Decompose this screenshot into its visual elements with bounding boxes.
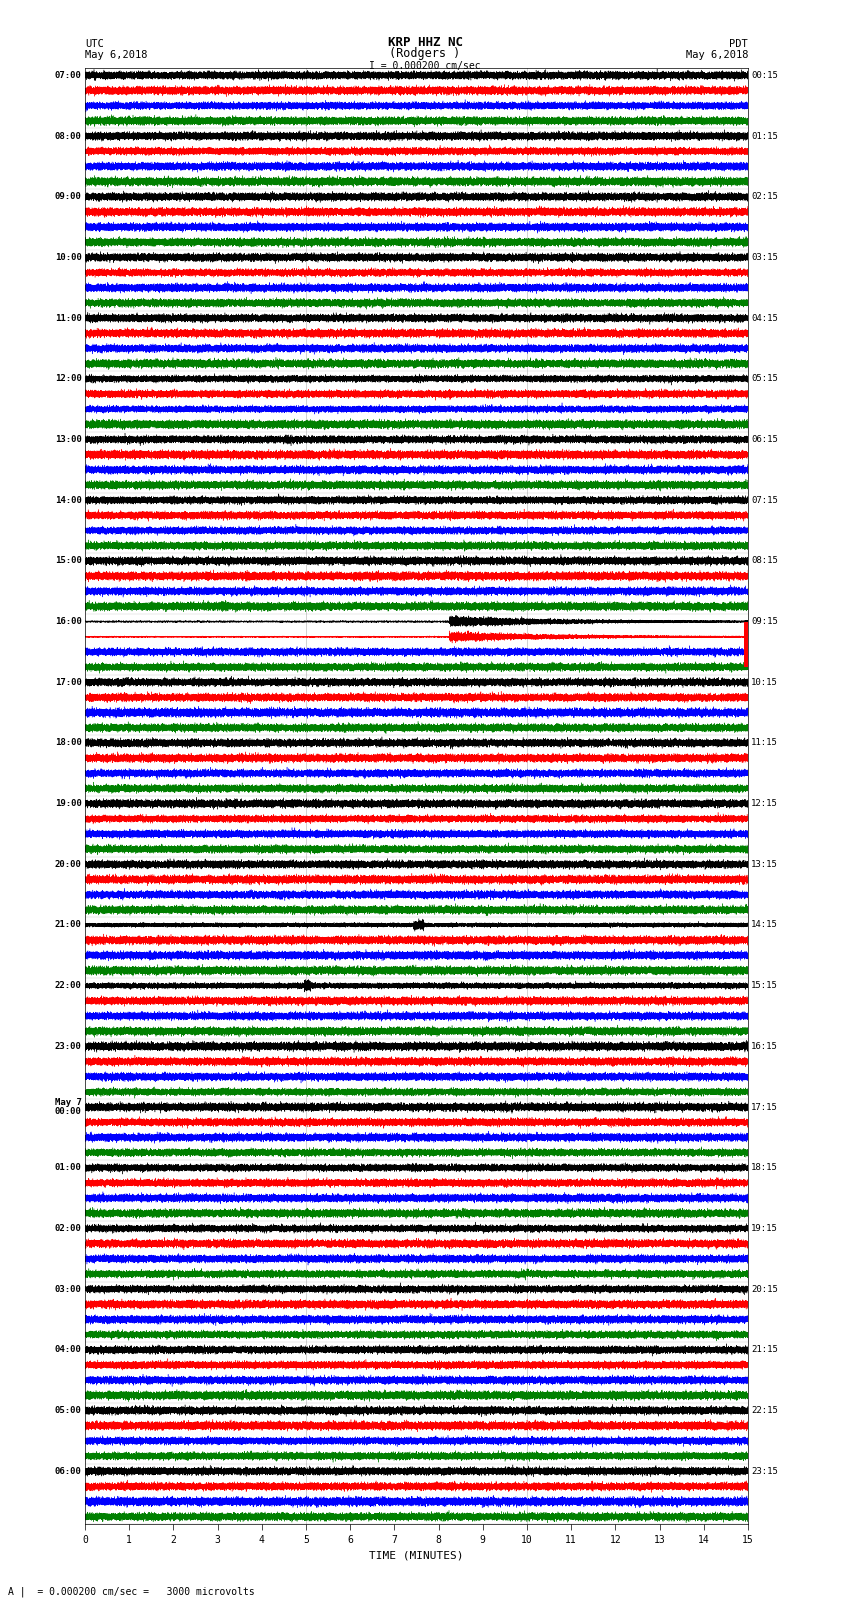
Text: 11:00: 11:00 [54, 313, 82, 323]
Bar [745, 621, 748, 668]
Text: 09:00: 09:00 [54, 192, 82, 202]
Text: 14:15: 14:15 [751, 921, 779, 929]
Text: 03:15: 03:15 [751, 253, 779, 261]
Text: UTC: UTC [85, 39, 104, 50]
Text: 23:15: 23:15 [751, 1466, 779, 1476]
Text: 17:00: 17:00 [54, 677, 82, 687]
Text: 05:15: 05:15 [751, 374, 779, 384]
Text: 04:15: 04:15 [751, 313, 779, 323]
Text: May 6,2018: May 6,2018 [685, 50, 748, 60]
Text: A |  = 0.000200 cm/sec =   3000 microvolts: A | = 0.000200 cm/sec = 3000 microvolts [8, 1586, 255, 1597]
Text: 16:15: 16:15 [751, 1042, 779, 1050]
Text: PDT: PDT [729, 39, 748, 50]
Text: KRP HHZ NC: KRP HHZ NC [388, 35, 462, 50]
Text: 07:15: 07:15 [751, 495, 779, 505]
Text: 22:15: 22:15 [751, 1407, 779, 1415]
Text: 21:15: 21:15 [751, 1345, 779, 1355]
Text: 00:00: 00:00 [54, 1107, 82, 1116]
Text: 04:00: 04:00 [54, 1345, 82, 1355]
Text: 20:15: 20:15 [751, 1284, 779, 1294]
Text: 19:15: 19:15 [751, 1224, 779, 1232]
Text: 05:00: 05:00 [54, 1407, 82, 1415]
Text: 01:00: 01:00 [54, 1163, 82, 1173]
Text: 11:15: 11:15 [751, 739, 779, 747]
Text: 16:00: 16:00 [54, 618, 82, 626]
Text: 08:15: 08:15 [751, 556, 779, 565]
Text: 21:00: 21:00 [54, 921, 82, 929]
Text: 14:00: 14:00 [54, 495, 82, 505]
Text: 10:15: 10:15 [751, 677, 779, 687]
Text: I = 0.000200 cm/sec: I = 0.000200 cm/sec [369, 61, 481, 71]
Text: 18:15: 18:15 [751, 1163, 779, 1173]
Text: 02:00: 02:00 [54, 1224, 82, 1232]
X-axis label: TIME (MINUTES): TIME (MINUTES) [369, 1550, 464, 1560]
Text: 19:00: 19:00 [54, 798, 82, 808]
Text: 09:15: 09:15 [751, 618, 779, 626]
Text: 12:15: 12:15 [751, 798, 779, 808]
Text: 00:15: 00:15 [751, 71, 779, 79]
Text: 06:00: 06:00 [54, 1466, 82, 1476]
Text: 15:15: 15:15 [751, 981, 779, 990]
Text: 03:00: 03:00 [54, 1284, 82, 1294]
Text: 13:00: 13:00 [54, 436, 82, 444]
Text: 22:00: 22:00 [54, 981, 82, 990]
Text: 18:00: 18:00 [54, 739, 82, 747]
Text: 10:00: 10:00 [54, 253, 82, 261]
Text: 13:15: 13:15 [751, 860, 779, 869]
Text: 08:00: 08:00 [54, 132, 82, 140]
Text: 15:00: 15:00 [54, 556, 82, 565]
Text: 17:15: 17:15 [751, 1103, 779, 1111]
Text: 02:15: 02:15 [751, 192, 779, 202]
Text: (Rodgers ): (Rodgers ) [389, 47, 461, 60]
Text: 06:15: 06:15 [751, 436, 779, 444]
Text: 12:00: 12:00 [54, 374, 82, 384]
Text: 23:00: 23:00 [54, 1042, 82, 1050]
Text: May 7: May 7 [54, 1098, 82, 1107]
Text: 20:00: 20:00 [54, 860, 82, 869]
Text: 01:15: 01:15 [751, 132, 779, 140]
Text: 07:00: 07:00 [54, 71, 82, 79]
Text: May 6,2018: May 6,2018 [85, 50, 148, 60]
